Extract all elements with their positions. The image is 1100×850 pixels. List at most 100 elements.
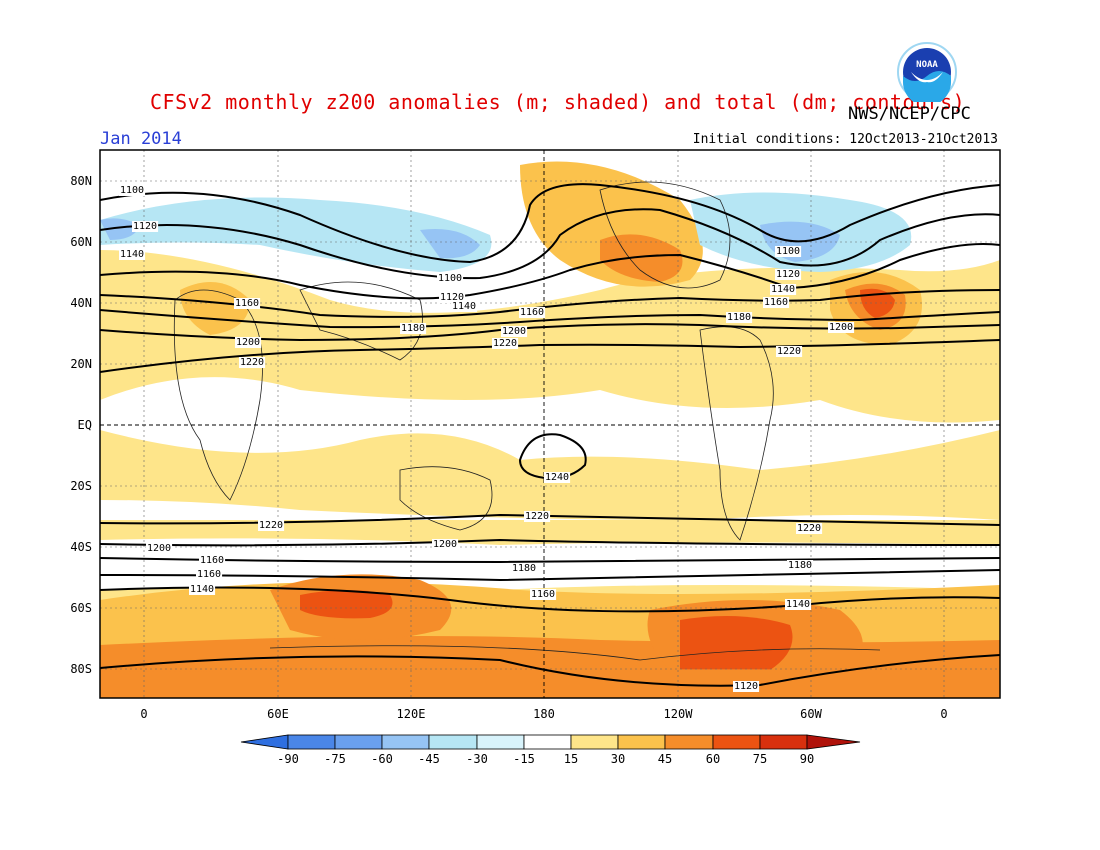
contour-label-bg bbox=[785, 599, 812, 610]
contour-label-bg bbox=[775, 246, 802, 257]
contour-label: 1120 bbox=[734, 681, 758, 692]
contour-label: 1200 bbox=[433, 539, 457, 550]
lon-label: 60W bbox=[800, 707, 822, 721]
contour-label: 1220 bbox=[525, 511, 549, 522]
contour-label-bg bbox=[189, 584, 216, 595]
contour-label-bg bbox=[451, 301, 478, 312]
contour-label: 1180 bbox=[788, 560, 812, 571]
colorbar-label: -75 bbox=[324, 752, 346, 766]
contour-label: 1120 bbox=[133, 221, 157, 232]
lon-label: 0 bbox=[140, 707, 147, 721]
colorbar-left-arrow bbox=[240, 734, 289, 750]
colorbar-swatch bbox=[381, 734, 430, 750]
latitude-labels: 80N 60N 40N 20N EQ 20S 40S 60S 80S bbox=[70, 174, 92, 676]
contour-label: 1160 bbox=[200, 555, 224, 566]
contour-label: 1220 bbox=[259, 520, 283, 531]
contour-label-bg bbox=[530, 589, 557, 600]
contour-label-bg bbox=[770, 284, 797, 295]
contour-label-bg bbox=[544, 472, 571, 483]
colorbar-labels: -90 -75 -60 -45 -30 -15 15 30 45 60 75 9… bbox=[277, 752, 814, 766]
colorbar-swatch bbox=[334, 734, 383, 750]
forecast-month: Jan 2014 bbox=[100, 129, 182, 149]
contour-label-bg bbox=[400, 323, 427, 334]
lat-label: 40N bbox=[70, 296, 92, 310]
lon-label: 120W bbox=[664, 707, 694, 721]
colorbar-right-arrow bbox=[806, 734, 861, 750]
contour-label-bg bbox=[146, 543, 173, 554]
colorbar-label: -45 bbox=[418, 752, 440, 766]
noaa-logo: NOAA bbox=[897, 42, 957, 102]
contour-label-bg bbox=[199, 555, 226, 566]
contour-label-bg bbox=[519, 307, 546, 318]
contour-label-bg bbox=[132, 221, 159, 232]
contour-label-bg bbox=[239, 357, 266, 368]
contour-label-bg bbox=[511, 563, 538, 574]
contour-label-bg bbox=[726, 312, 753, 323]
contour-label: 1140 bbox=[452, 301, 476, 312]
contour-label: 1200 bbox=[829, 322, 853, 333]
chart-title: CFSv2 monthly z200 anomalies (m; shaded)… bbox=[150, 90, 966, 114]
lon-label: 60E bbox=[267, 707, 289, 721]
contour-label: 1140 bbox=[120, 249, 144, 260]
contour-label: 1140 bbox=[190, 584, 214, 595]
colorbar-swatch bbox=[664, 734, 714, 750]
contour-label-bg bbox=[492, 338, 519, 349]
contour-label: 1220 bbox=[493, 338, 517, 349]
contour-label: 1160 bbox=[531, 589, 555, 600]
contour-label: 1200 bbox=[147, 543, 171, 554]
contour-label-bg bbox=[235, 337, 262, 348]
colorbar-label: 30 bbox=[611, 752, 625, 766]
contour-label: 1220 bbox=[777, 346, 801, 357]
colorbar-swatch bbox=[287, 734, 336, 750]
agency-label: NWS/NCEP/CPC bbox=[848, 104, 971, 124]
contour-label: 1140 bbox=[771, 284, 795, 295]
contour-label-bg bbox=[787, 560, 814, 571]
contour-label: 1160 bbox=[197, 569, 221, 580]
colorbar-swatch bbox=[570, 734, 619, 750]
contour-label-bg bbox=[432, 539, 459, 550]
lat-label: 60N bbox=[70, 235, 92, 249]
colorbar-swatch bbox=[712, 734, 761, 750]
colorbar-label: -30 bbox=[466, 752, 488, 766]
contour-label-layer: 1100 1100 1100 1120 1120 1120 1120 1140 … bbox=[119, 185, 855, 692]
contour-label: 1140 bbox=[786, 599, 810, 610]
contour-label: 1160 bbox=[520, 307, 544, 318]
contour-label: 1180 bbox=[727, 312, 751, 323]
map-frame bbox=[99, 149, 1001, 699]
contour-label-bg bbox=[258, 520, 285, 531]
contour-label-bg bbox=[234, 298, 261, 309]
contour-label: 1100 bbox=[776, 246, 800, 257]
colorbar-swatch bbox=[759, 734, 808, 750]
contour-label-bg bbox=[524, 511, 551, 522]
colorbar-label: 45 bbox=[658, 752, 672, 766]
contour-label-bg bbox=[437, 273, 464, 284]
noaa-logo-text: NOAA bbox=[916, 60, 938, 70]
lat-label: 60S bbox=[70, 601, 92, 615]
lon-label: 180 bbox=[533, 707, 555, 721]
longitude-labels: 0 60E 120E 180 120W 60W 0 bbox=[140, 707, 947, 721]
shading-layer bbox=[100, 150, 1000, 698]
lat-label: 40S bbox=[70, 540, 92, 554]
lat-label: 20S bbox=[70, 479, 92, 493]
contour-label-bg bbox=[119, 185, 146, 196]
contour-label: 1160 bbox=[764, 297, 788, 308]
contour-label: 1180 bbox=[401, 323, 425, 334]
contour-label-bg bbox=[828, 322, 855, 333]
contour-label: 1100 bbox=[438, 273, 462, 284]
lat-label: 80S bbox=[70, 662, 92, 676]
contour-label-bg bbox=[776, 346, 803, 357]
colorbar bbox=[240, 734, 861, 750]
colorbar-label: 90 bbox=[800, 752, 814, 766]
colorbar-swatch bbox=[617, 734, 666, 750]
contour-label-bg bbox=[733, 681, 760, 692]
contour-label-bg bbox=[439, 292, 466, 303]
contour-label: 1120 bbox=[440, 292, 464, 303]
contour-label: 1200 bbox=[502, 326, 526, 337]
contour-label: 1100 bbox=[120, 185, 144, 196]
lat-label: 20N bbox=[70, 357, 92, 371]
height-contours bbox=[100, 183, 1000, 687]
contour-label: 1240 bbox=[545, 472, 569, 483]
lat-label: 80N bbox=[70, 174, 92, 188]
contour-label: 1200 bbox=[236, 337, 260, 348]
